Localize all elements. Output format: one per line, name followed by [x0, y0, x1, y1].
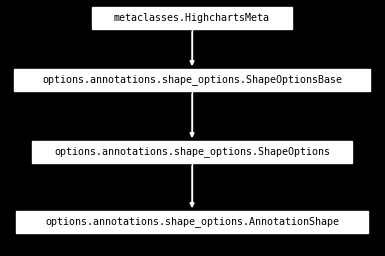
FancyBboxPatch shape: [32, 141, 352, 163]
Text: options.annotations.shape_options.ShapeOptionsBase: options.annotations.shape_options.ShapeO…: [42, 74, 342, 86]
FancyBboxPatch shape: [16, 211, 368, 233]
FancyBboxPatch shape: [14, 69, 370, 91]
FancyBboxPatch shape: [92, 7, 292, 29]
Text: metaclasses.HighchartsMeta: metaclasses.HighchartsMeta: [114, 13, 270, 23]
Text: options.annotations.shape_options.AnnotationShape: options.annotations.shape_options.Annota…: [45, 217, 339, 227]
Text: options.annotations.shape_options.ShapeOptions: options.annotations.shape_options.ShapeO…: [54, 146, 330, 157]
